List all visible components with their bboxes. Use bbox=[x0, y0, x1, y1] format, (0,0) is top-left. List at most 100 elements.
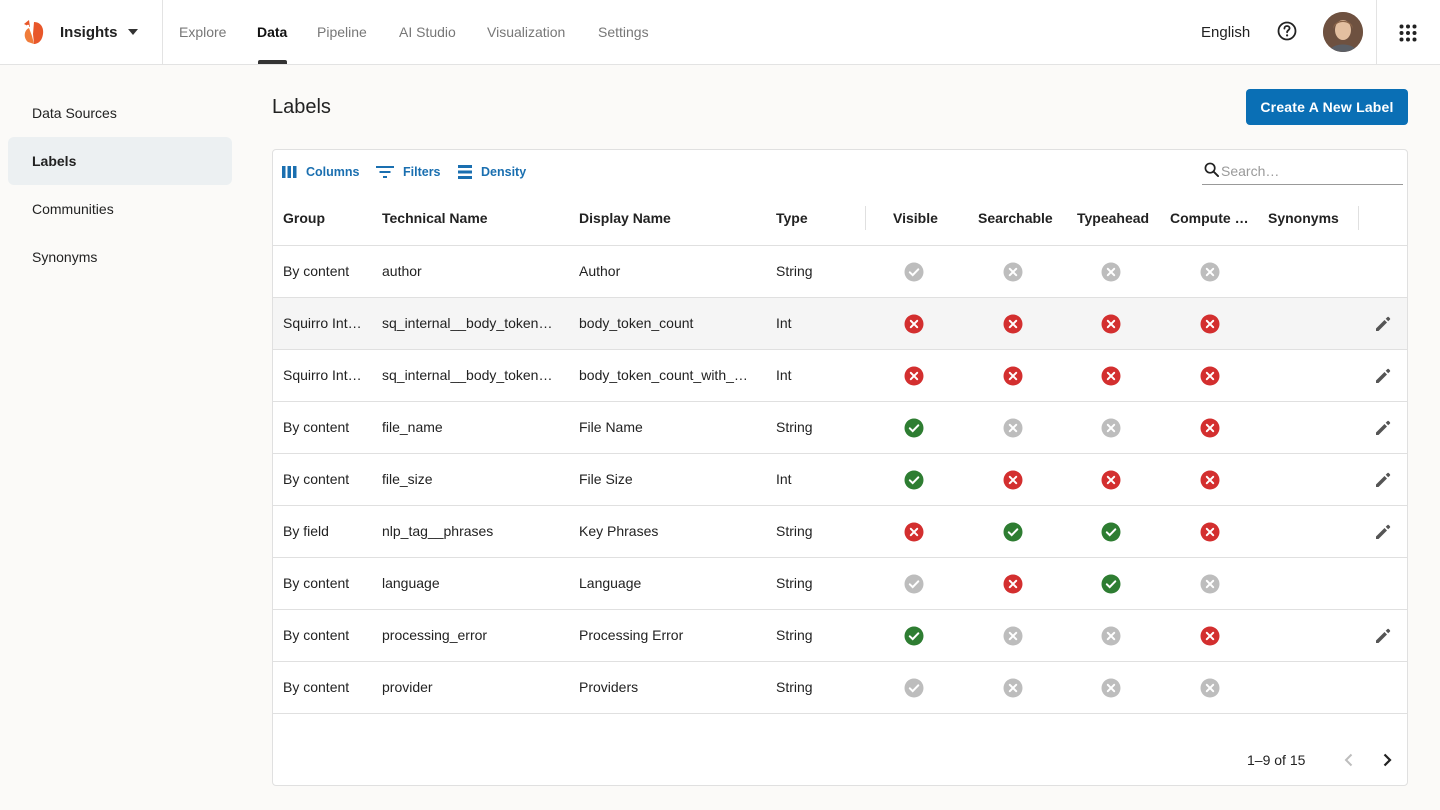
chevron-left-icon[interactable] bbox=[1339, 750, 1359, 770]
cell-display: Processing Error bbox=[579, 627, 684, 643]
cancel-circle-icon bbox=[1003, 574, 1023, 594]
table-row[interactable]: Squirro Int… sq_internal__body_token_… bod… bbox=[273, 298, 1407, 350]
check-circle-icon bbox=[904, 678, 924, 698]
cancel-circle-icon bbox=[1101, 418, 1121, 438]
table-row[interactable]: By content provider Providers String bbox=[273, 662, 1407, 714]
nav-data[interactable]: Data bbox=[257, 24, 288, 40]
column-header-typeahead[interactable]: Typeahead bbox=[1077, 210, 1150, 226]
column-header-group[interactable]: Group bbox=[283, 210, 325, 226]
nav-ai-studio[interactable]: AI Studio bbox=[399, 24, 456, 40]
cancel-circle-icon bbox=[1101, 678, 1121, 698]
cell-technical: file_size bbox=[382, 471, 433, 487]
cell-technical: nlp_tag__phrases bbox=[382, 523, 494, 539]
cancel-circle-icon bbox=[1200, 262, 1220, 282]
columns-icon bbox=[282, 166, 297, 178]
cell-group: By content bbox=[283, 575, 350, 591]
cell-display: Author bbox=[579, 263, 621, 279]
cell-group: Squirro Int… bbox=[283, 367, 362, 383]
pencil-icon[interactable] bbox=[1374, 419, 1392, 437]
sidebar-item-data-sources[interactable]: Data Sources bbox=[32, 105, 117, 121]
cancel-circle-icon bbox=[904, 314, 924, 334]
top-bar: Insights Explore Data Pipeline AI Studio… bbox=[0, 0, 1440, 65]
cancel-circle-icon bbox=[1200, 470, 1220, 490]
help-circle-icon[interactable] bbox=[1277, 21, 1297, 41]
column-header-technical-name[interactable]: Technical Name bbox=[382, 210, 488, 226]
cell-technical: file_name bbox=[382, 419, 443, 435]
cancel-circle-icon bbox=[1101, 262, 1121, 282]
cancel-circle-icon bbox=[1003, 418, 1023, 438]
cell-group: By content bbox=[283, 679, 350, 695]
nav-pipeline[interactable]: Pipeline bbox=[317, 24, 367, 40]
sidebar-item-labels[interactable]: Labels bbox=[8, 137, 232, 185]
create-label-button[interactable]: Create A New Label bbox=[1246, 89, 1408, 125]
columns-button[interactable]: Columns bbox=[282, 163, 359, 181]
table-row[interactable]: By content file_name File Name String bbox=[273, 402, 1407, 454]
check-circle-icon bbox=[1101, 522, 1121, 542]
cell-display: File Name bbox=[579, 419, 643, 435]
cell-group: By content bbox=[283, 471, 350, 487]
app-switcher[interactable]: Insights bbox=[0, 0, 163, 64]
cell-group: By field bbox=[283, 523, 329, 539]
sidebar-item-communities[interactable]: Communities bbox=[32, 201, 114, 217]
cancel-circle-icon bbox=[904, 366, 924, 386]
cell-display: body_token_count bbox=[579, 315, 694, 331]
table-row[interactable]: By content file_size File Size Int bbox=[273, 454, 1407, 506]
check-circle-icon bbox=[904, 626, 924, 646]
sidebar-item-synonyms[interactable]: Synonyms bbox=[32, 249, 98, 265]
cell-technical: provider bbox=[382, 679, 433, 695]
squirrel-logo-icon bbox=[24, 20, 44, 44]
nav-settings[interactable]: Settings bbox=[598, 24, 649, 40]
cancel-circle-icon bbox=[1101, 366, 1121, 386]
check-circle-icon bbox=[904, 470, 924, 490]
cell-technical: sq_internal__body_token_… bbox=[382, 367, 554, 383]
column-header-compute-score[interactable]: Compute S… bbox=[1170, 210, 1254, 226]
table-row[interactable]: By content processing_error Processing Err… bbox=[273, 610, 1407, 662]
pencil-icon[interactable] bbox=[1374, 627, 1392, 645]
apps-grid-icon[interactable] bbox=[1399, 24, 1417, 42]
pencil-icon[interactable] bbox=[1374, 523, 1392, 541]
column-header-synonyms[interactable]: Synonyms bbox=[1268, 210, 1339, 226]
column-header-visible[interactable]: Visible bbox=[893, 210, 938, 226]
column-header-type[interactable]: Type bbox=[776, 210, 808, 226]
pencil-icon[interactable] bbox=[1374, 315, 1392, 333]
column-separator bbox=[865, 206, 866, 230]
cell-type: Int bbox=[776, 367, 792, 383]
density-button[interactable]: Density bbox=[458, 163, 526, 181]
cancel-circle-icon bbox=[1200, 418, 1220, 438]
column-header-display-name[interactable]: Display Name bbox=[579, 210, 671, 226]
check-circle-icon bbox=[1003, 522, 1023, 542]
column-header-searchable[interactable]: Searchable bbox=[978, 210, 1053, 226]
check-circle-icon bbox=[904, 574, 924, 594]
nav-visualization[interactable]: Visualization bbox=[487, 24, 566, 40]
caret-down-icon[interactable] bbox=[128, 29, 138, 35]
cancel-circle-icon bbox=[1101, 470, 1121, 490]
nav-active-indicator bbox=[258, 60, 287, 64]
table-row[interactable]: By field nlp_tag__phrases Key Phrases Strin… bbox=[273, 506, 1407, 558]
table-row[interactable]: Squirro Int… sq_internal__body_token_… bod… bbox=[273, 350, 1407, 402]
cancel-circle-icon bbox=[1200, 626, 1220, 646]
filters-button[interactable]: Filters bbox=[376, 163, 441, 181]
cell-display: Key Phrases bbox=[579, 523, 659, 539]
language-selector[interactable]: English bbox=[1201, 24, 1251, 41]
cell-display: body_token_count_with_s… bbox=[579, 367, 753, 383]
labels-table: Columns Filters Density Group Technical … bbox=[272, 149, 1408, 786]
pencil-icon[interactable] bbox=[1374, 367, 1392, 385]
cell-type: String bbox=[776, 627, 813, 643]
check-circle-icon bbox=[904, 262, 924, 282]
check-circle-icon bbox=[904, 418, 924, 438]
app-name: Insights bbox=[60, 24, 118, 41]
table-row[interactable]: By content author Author String bbox=[273, 246, 1407, 298]
cell-type: Int bbox=[776, 471, 792, 487]
page-title: Labels bbox=[272, 96, 331, 118]
columns-label: Columns bbox=[306, 165, 360, 179]
table-row[interactable]: By content language Language String bbox=[273, 558, 1407, 610]
chevron-right-icon[interactable] bbox=[1377, 750, 1397, 770]
nav-explore[interactable]: Explore bbox=[179, 24, 227, 40]
cell-type: String bbox=[776, 679, 813, 695]
pencil-icon[interactable] bbox=[1374, 471, 1392, 489]
cancel-circle-icon bbox=[1200, 678, 1220, 698]
cell-technical: processing_error bbox=[382, 627, 488, 643]
search-input[interactable] bbox=[1221, 160, 1401, 182]
avatar[interactable] bbox=[1323, 12, 1363, 52]
cancel-circle-icon bbox=[1200, 366, 1220, 386]
